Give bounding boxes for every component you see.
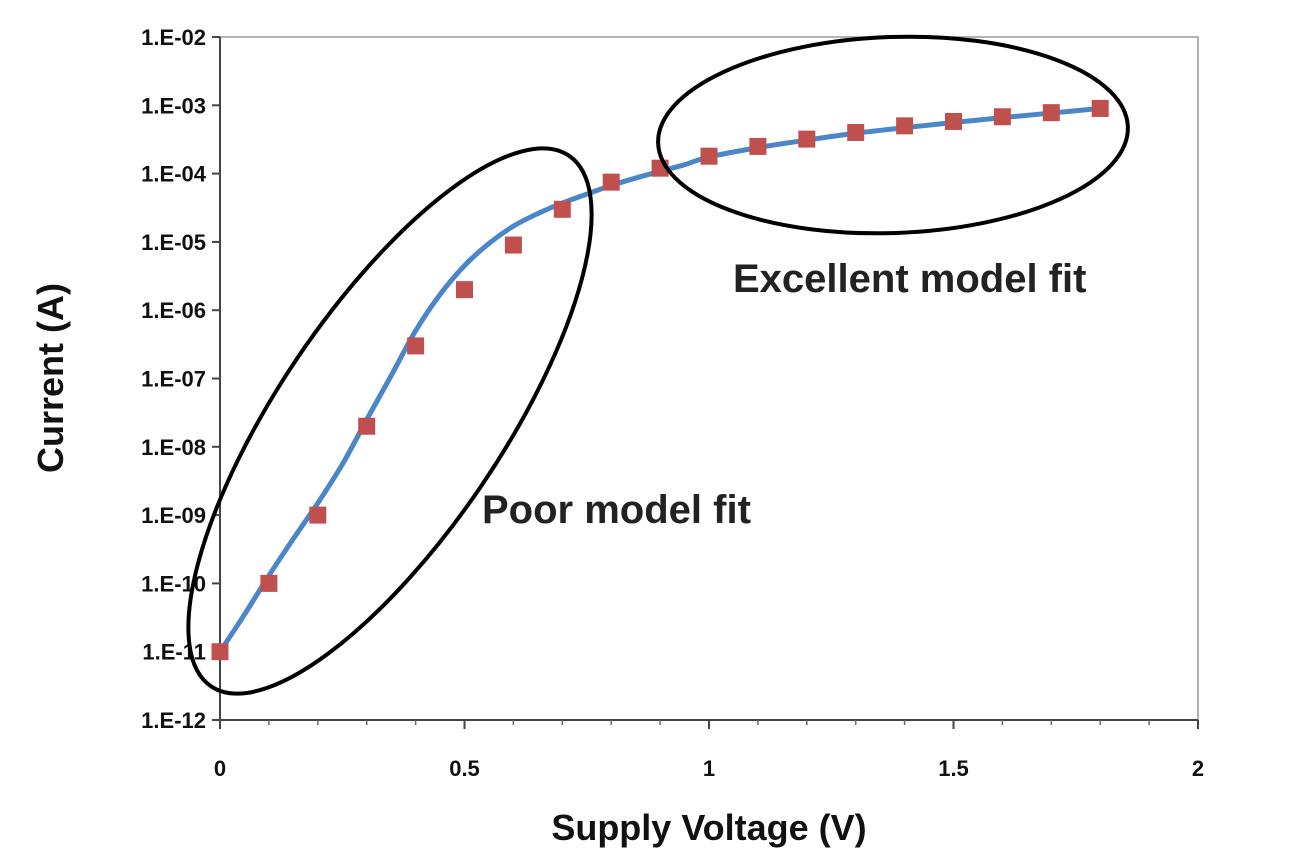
y-tick-label: 1.E-03 (141, 93, 206, 118)
y-tick-label: 1.E-08 (141, 435, 206, 460)
poor-fit-annotation: Poor model fit (482, 488, 751, 532)
x-tick-label: 1 (703, 756, 715, 781)
data-point (602, 173, 620, 191)
data-point (260, 574, 278, 592)
x-axis-title: Supply Voltage (V) (551, 807, 866, 848)
plot-area (219, 36, 1199, 721)
x-tick-label: 1.5 (938, 756, 969, 781)
x-tick-label: 2 (1192, 756, 1204, 781)
y-tick-label: 1.E-02 (141, 25, 206, 50)
data-point (945, 112, 962, 130)
poor-fit-ellipse (186, 146, 594, 696)
data-point (407, 337, 425, 355)
data-point (993, 108, 1011, 126)
data-point (798, 130, 816, 148)
y-tick-label: 1.E-05 (141, 230, 206, 255)
data-point (896, 117, 914, 135)
x-tick-label: 0 (214, 756, 226, 781)
data-point (749, 137, 767, 155)
excellent-fit-ellipse (656, 34, 1130, 236)
data-point (700, 147, 718, 165)
y-tick-label: 1.E-06 (141, 298, 206, 323)
data-point (309, 506, 327, 524)
data-point (211, 643, 229, 661)
y-tick-label: 1.E-09 (141, 503, 206, 528)
data-point (847, 123, 865, 141)
y-axis-title: Current (A) (30, 283, 71, 473)
data-point (358, 417, 376, 435)
data-point (1042, 104, 1060, 122)
y-tick-label: 1.E-11 (142, 640, 206, 665)
data-point (553, 200, 571, 218)
data-point (1091, 99, 1109, 117)
y-tick-label: 1.E-07 (141, 367, 206, 392)
y-tick-label: 1.E-12 (141, 708, 206, 733)
excellent-fit-annotation: Excellent model fit (733, 257, 1086, 301)
y-ticks: 1.E-121.E-111.E-101.E-091.E-081.E-071.E-… (141, 25, 220, 733)
x-ticks: 0 0.5 1 1.5 2 (214, 720, 1204, 781)
y-tick-label: 1.E-04 (141, 162, 207, 187)
measured-points-series (211, 99, 1109, 661)
annotations: Poor model fit Excellent model fit (186, 34, 1130, 696)
x-tick-label: 0.5 (449, 756, 480, 781)
data-point (456, 281, 473, 299)
data-point (504, 236, 522, 254)
